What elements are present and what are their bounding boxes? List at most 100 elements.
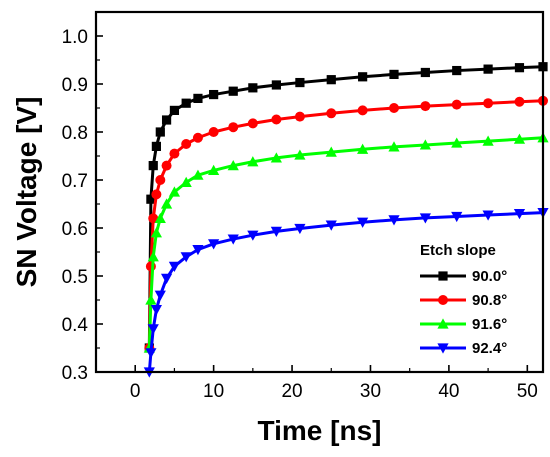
y-tick-label: 0.9: [62, 75, 88, 96]
y-tick-label: 0.4: [62, 315, 89, 336]
data-point: [326, 75, 336, 85]
data-point: [420, 67, 430, 78]
data-point: [154, 290, 166, 301]
data-point: [294, 223, 306, 235]
data-point: [451, 99, 462, 110]
data-point: [169, 148, 180, 159]
data-point: [270, 152, 282, 163]
data-point: [452, 65, 462, 76]
data-point: [145, 294, 157, 305]
data-point: [247, 156, 259, 167]
data-point: [227, 160, 239, 171]
data-point: [357, 143, 369, 154]
data-point: [209, 89, 219, 100]
data-point: [483, 64, 493, 74]
data-point: [151, 141, 161, 151]
data-point: [169, 105, 180, 115]
data-point: [145, 348, 157, 359]
tick-labels: 0 10 20 30 40 50 0.3 0.4 0.5 0.6 0.7 0.8 0.9 1.0: [62, 27, 538, 402]
data-point: [358, 72, 368, 82]
data-point: [482, 210, 494, 221]
legend-label: 91.6°: [472, 316, 507, 333]
legend: Etch slope 90.0° 90.8° 91.6° 92.4°: [420, 242, 507, 357]
legend-swatch-marker: [438, 295, 448, 305]
data-point: [148, 161, 158, 171]
data-point: [151, 189, 162, 200]
data-point: [419, 139, 431, 150]
data-point: [180, 176, 192, 187]
data-point: [247, 230, 259, 241]
data-point: [154, 212, 166, 223]
legend-label: 90.8°: [472, 292, 507, 309]
x-tick-label: 30: [360, 381, 381, 402]
legend-label: 90.0°: [472, 268, 507, 285]
data-point: [160, 273, 173, 284]
data-point: [193, 93, 203, 103]
data-point: [294, 149, 306, 160]
data-point: [155, 175, 166, 185]
legend-label: 92.4°: [472, 340, 507, 357]
data-point: [248, 83, 258, 93]
data-point: [357, 217, 369, 228]
data-point: [325, 220, 337, 231]
x-tick-label: 40: [438, 381, 459, 402]
data-point: [147, 324, 159, 335]
data-point: [294, 111, 305, 122]
data-point: [270, 226, 282, 237]
legend-swatch-marker: [438, 271, 448, 281]
y-tick-label: 0.7: [62, 171, 88, 192]
data-point: [208, 239, 220, 250]
y-tick-label: 0.3: [62, 363, 88, 384]
y-axis-title: SN Voltage [V]: [11, 97, 42, 288]
data-point: [228, 122, 239, 133]
data-point: [295, 77, 305, 88]
data-point: [483, 98, 494, 109]
y-tick-label: 0.5: [62, 267, 88, 288]
x-tick-label: 20: [281, 381, 302, 402]
data-point: [357, 105, 368, 116]
data-point: [208, 127, 219, 137]
data-point: [513, 133, 526, 144]
data-point: [514, 63, 525, 73]
data-point: [451, 211, 463, 223]
x-tick-label: 50: [517, 381, 538, 402]
data-point: [247, 118, 258, 129]
data-point: [513, 209, 526, 220]
y-tick-label: 0.6: [62, 219, 88, 240]
data-point: [451, 137, 463, 148]
data-point: [514, 96, 525, 107]
x-axis-title: Time [ns]: [258, 415, 382, 446]
series-layer: [143, 62, 549, 378]
data-point: [228, 86, 238, 96]
legend-title: Etch slope: [420, 242, 496, 259]
data-point: [168, 261, 181, 272]
data-point: [155, 127, 165, 137]
legend-swatch-marker: [437, 318, 449, 329]
data-point: [419, 213, 431, 224]
legend-item: 92.4°: [420, 340, 507, 357]
data-point: [326, 108, 337, 119]
data-point: [147, 251, 159, 262]
data-point: [161, 160, 172, 171]
data-point: [181, 98, 191, 108]
data-point: [148, 213, 159, 224]
data-point: [168, 186, 181, 197]
series-line: [147, 211, 544, 373]
data-point: [150, 305, 162, 316]
data-point: [325, 146, 337, 157]
data-point: [389, 103, 399, 113]
series-line: [147, 136, 544, 349]
series-3: [143, 132, 549, 353]
legend-item: 90.0°: [420, 268, 507, 285]
data-point: [192, 245, 204, 256]
plot-frame: [94, 10, 545, 374]
legend-item: 91.6°: [420, 316, 507, 333]
data-point: [482, 135, 494, 146]
data-point: [192, 132, 203, 143]
data-point: [271, 80, 281, 90]
data-point: [180, 252, 192, 263]
x-tick-label: 10: [203, 381, 224, 402]
data-point: [192, 169, 204, 180]
data-point: [208, 164, 220, 175]
